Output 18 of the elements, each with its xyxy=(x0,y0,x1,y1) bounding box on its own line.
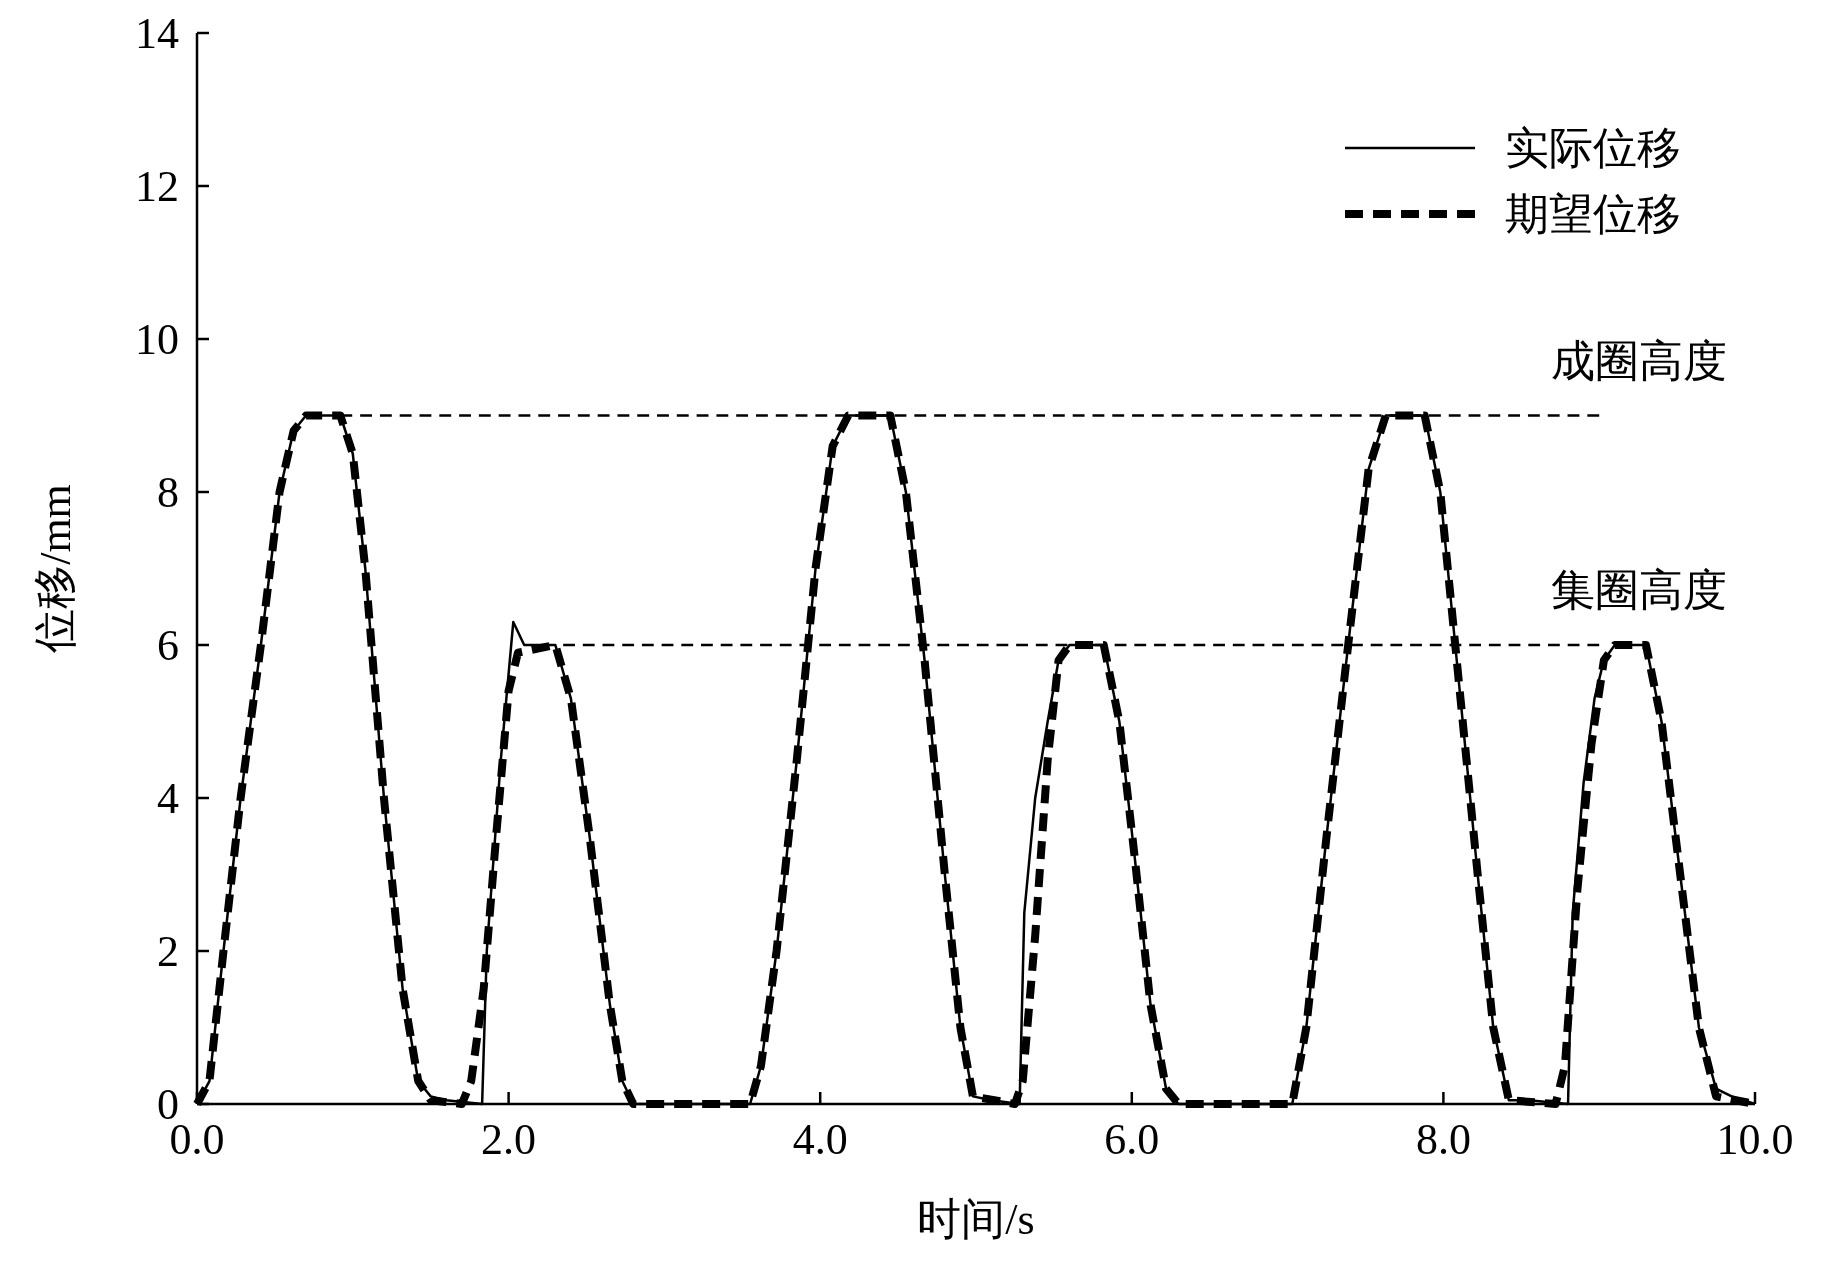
y-tick-label: 6 xyxy=(157,621,179,670)
x-tick-label: 4.0 xyxy=(792,1115,848,1164)
x-tick-label: 6.0 xyxy=(1104,1115,1160,1164)
legend-label: 实际位移 xyxy=(1505,124,1681,173)
x-tick-label: 10.0 xyxy=(1716,1115,1794,1164)
y-tick-label: 4 xyxy=(157,774,179,823)
x-axis-title: 时间/s xyxy=(917,1195,1035,1244)
y-tick-label: 8 xyxy=(157,468,179,517)
y-tick-label: 12 xyxy=(135,162,179,211)
y-tick-label: 10 xyxy=(135,315,179,364)
y-axis-title: 位移/mm xyxy=(31,484,80,653)
annotation: 集圈高度 xyxy=(1551,566,1728,615)
x-tick-label: 8.0 xyxy=(1415,1115,1471,1164)
y-tick-label: 14 xyxy=(135,9,179,58)
annotation: 成圈高度 xyxy=(1551,336,1728,386)
y-tick-label: 2 xyxy=(157,927,179,976)
x-tick-label: 2.0 xyxy=(481,1115,537,1164)
legend-label: 期望位移 xyxy=(1505,190,1681,239)
